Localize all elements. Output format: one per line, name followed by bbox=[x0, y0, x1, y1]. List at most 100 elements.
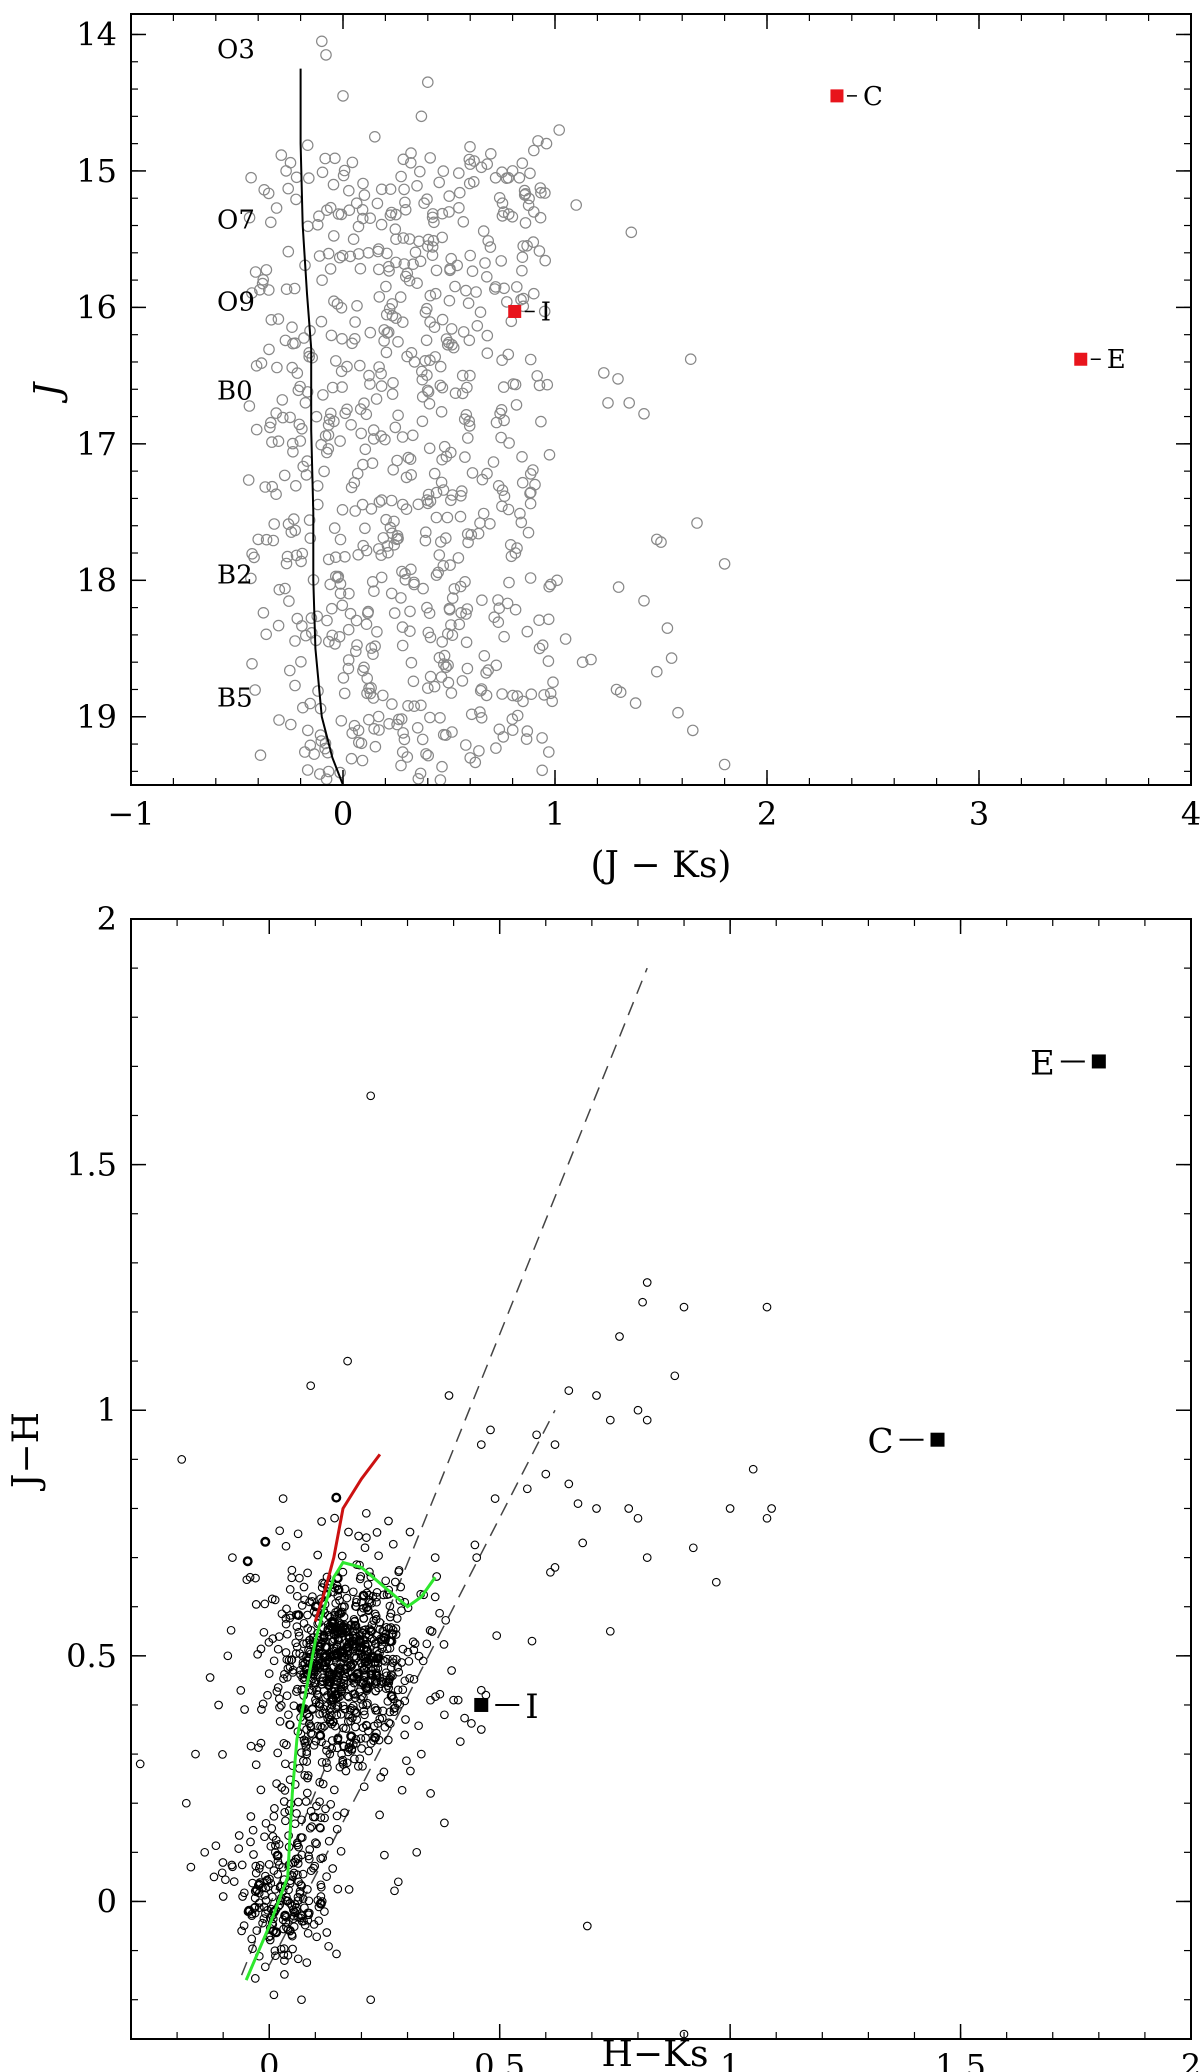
cmd-star-point bbox=[362, 713, 375, 726]
cmd-star-point bbox=[428, 680, 441, 693]
cmd-star-point bbox=[434, 774, 447, 786]
ccd-star-point bbox=[339, 1602, 349, 1612]
ccd-star-point bbox=[227, 1860, 237, 1870]
ccd-star-point bbox=[299, 1582, 309, 1592]
cmd-star-point bbox=[691, 517, 703, 529]
cmd-star-point bbox=[289, 635, 301, 647]
cmd-star-point bbox=[266, 436, 278, 448]
cmd-star-point bbox=[334, 587, 347, 600]
ccd-star-point bbox=[440, 1710, 449, 1720]
cmd-star-point bbox=[495, 431, 507, 444]
cmd-star-point bbox=[468, 155, 480, 167]
cmd-star-point bbox=[376, 689, 389, 702]
cmd-star-point bbox=[502, 503, 515, 516]
cmd-star-point bbox=[461, 603, 474, 615]
cmd-star-point bbox=[272, 435, 285, 447]
cmd-star-point bbox=[433, 549, 446, 561]
cmd-star-point bbox=[345, 481, 358, 494]
cmd-star-point bbox=[403, 274, 416, 287]
cmd-star-point bbox=[283, 595, 295, 607]
cmd-star-point bbox=[452, 552, 465, 564]
ccd-star-point bbox=[361, 1508, 371, 1518]
cmd-star-point bbox=[301, 386, 314, 398]
ccd-star-point bbox=[332, 1676, 342, 1685]
cmd-star-point bbox=[358, 397, 370, 409]
ccd-star-point bbox=[363, 1698, 372, 1708]
cmd-star-point bbox=[394, 291, 407, 303]
cmd-star-point bbox=[391, 533, 403, 546]
cmd-panel: O3 O7 O9 B0 B2 B5 C I E −1 0 1 2 3 4 14 15 16 17 18 19 (J … bbox=[28, 13, 1200, 886]
cmd-star-point bbox=[461, 381, 473, 394]
cmd-star-point bbox=[421, 601, 433, 614]
ccd-star-point bbox=[335, 1596, 344, 1605]
cmd-star-point bbox=[352, 548, 364, 561]
cmd-star-point bbox=[718, 558, 731, 570]
cmd-star-point bbox=[379, 433, 391, 446]
cmd-star-point bbox=[446, 338, 458, 351]
cmd-star-point bbox=[547, 676, 559, 688]
cmd-star-point bbox=[476, 473, 489, 486]
ccd-star-point bbox=[329, 1785, 339, 1795]
ccd-star-point bbox=[268, 1892, 277, 1902]
ccd-star-point bbox=[304, 1854, 314, 1864]
ccd-star-point bbox=[356, 1695, 366, 1704]
ccd-star-point bbox=[490, 1494, 500, 1503]
cmd-star-point bbox=[493, 723, 506, 736]
cmd-star-point bbox=[252, 533, 265, 546]
ccd-star-point bbox=[351, 1601, 360, 1611]
cmd-star-point bbox=[488, 611, 500, 623]
cmd-star-point bbox=[434, 711, 446, 724]
cmd-star-point bbox=[442, 676, 455, 689]
ccd-star-point bbox=[257, 1705, 266, 1714]
ccd-star-point bbox=[258, 1883, 267, 1893]
ccd-star-point bbox=[303, 1568, 312, 1578]
ccd-star-point bbox=[403, 1603, 413, 1613]
cmd-star-point bbox=[320, 773, 333, 785]
cmd-star-point bbox=[436, 313, 449, 326]
cmd-star-point bbox=[446, 489, 459, 501]
cmd-star-point bbox=[372, 245, 384, 258]
ccd-star-point bbox=[331, 1492, 342, 1503]
cmd-star-point bbox=[396, 565, 408, 578]
ccd-star-point bbox=[269, 1811, 279, 1821]
cmd-star-point bbox=[511, 542, 523, 554]
ccd-star-point bbox=[328, 1864, 338, 1873]
ccd-star-point bbox=[342, 1758, 352, 1768]
cmd-star-point bbox=[445, 323, 458, 335]
ccd-star-point bbox=[246, 1812, 256, 1821]
cmd-star-point bbox=[258, 184, 270, 196]
ccd-star-point bbox=[336, 1687, 346, 1697]
cmd-star-point bbox=[383, 717, 395, 730]
cmd-star-point bbox=[462, 536, 474, 549]
ccd-star-point bbox=[268, 1926, 278, 1936]
cmd-star-point bbox=[476, 594, 488, 606]
ccd-star-point bbox=[476, 1685, 486, 1695]
cmd-star-point bbox=[414, 767, 427, 780]
cmd-star-point bbox=[542, 746, 555, 758]
ccd-star-point bbox=[352, 1708, 361, 1718]
cmd-star-point bbox=[385, 206, 398, 219]
ccd-star-point bbox=[298, 1869, 308, 1879]
cmd-star-point bbox=[484, 517, 496, 530]
cmd-star-point bbox=[420, 334, 433, 347]
ccd-star-point bbox=[522, 1484, 532, 1494]
cmd-star-point bbox=[270, 202, 283, 214]
ccd-star-point bbox=[282, 1740, 291, 1750]
cmd-star-point bbox=[284, 718, 297, 731]
ccd-star-point bbox=[317, 1679, 327, 1689]
ccd-star-point bbox=[369, 1616, 379, 1625]
cmd-star-point bbox=[372, 543, 385, 555]
ccd-star-point bbox=[256, 1785, 266, 1795]
ccd-star-point bbox=[297, 1815, 306, 1825]
ccd-star-point bbox=[348, 1701, 358, 1711]
ccd-star-point bbox=[481, 1690, 491, 1700]
cmd-star-point bbox=[665, 652, 678, 664]
ccd-star-point bbox=[251, 1600, 261, 1609]
ccd-star-point bbox=[306, 1381, 316, 1391]
ccd-star-point bbox=[384, 1585, 394, 1595]
cmd-star-point bbox=[332, 208, 345, 220]
cmd-star-point bbox=[505, 550, 518, 563]
cmd-star-point bbox=[389, 223, 402, 235]
ccd-star-point bbox=[430, 1553, 440, 1562]
cmd-star-point bbox=[334, 533, 347, 546]
